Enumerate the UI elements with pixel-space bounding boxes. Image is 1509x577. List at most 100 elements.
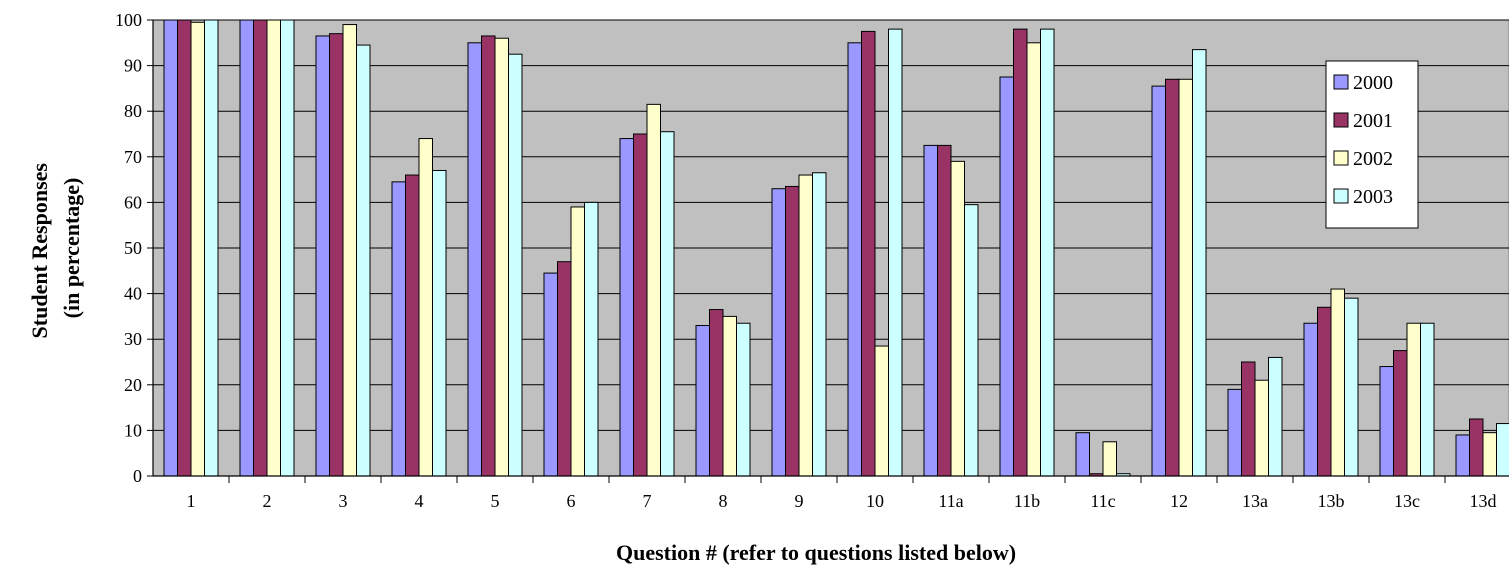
legend-swatch-2003 bbox=[1333, 188, 1349, 204]
bar-2002-13b bbox=[1330, 288, 1345, 477]
y-tick-label: 70 bbox=[124, 147, 142, 167]
x-tick-label: 2 bbox=[263, 491, 272, 511]
bar-2002-6 bbox=[570, 206, 585, 477]
x-tick-label: 4 bbox=[415, 491, 424, 511]
bar-2003-8 bbox=[736, 322, 751, 477]
bar-2002-7 bbox=[646, 103, 661, 477]
bar-2003-3 bbox=[356, 44, 371, 477]
bar-2002-3 bbox=[342, 24, 357, 477]
x-tick-label: 10 bbox=[866, 491, 884, 511]
bar-2001-13a bbox=[1241, 361, 1256, 477]
bar-2003-7 bbox=[660, 131, 675, 477]
bar-2000-6 bbox=[543, 272, 558, 477]
bar-2001-11b bbox=[1013, 28, 1028, 477]
bar-2000-12 bbox=[1151, 85, 1166, 477]
bar-2002-2 bbox=[266, 19, 281, 477]
bar-2002-8 bbox=[722, 315, 737, 477]
bar-2000-9 bbox=[771, 188, 786, 477]
legend-label-2000: 2000 bbox=[1353, 72, 1393, 94]
legend-swatch-2002 bbox=[1333, 150, 1349, 166]
bar-2001-6 bbox=[557, 261, 572, 477]
legend-label-2001: 2001 bbox=[1353, 110, 1393, 132]
bar-2000-13c bbox=[1379, 366, 1394, 477]
bar-2002-13d bbox=[1482, 432, 1497, 477]
bar-2000-10 bbox=[847, 42, 862, 477]
y-tick-label: 10 bbox=[124, 420, 142, 440]
bar-2000-7 bbox=[619, 138, 634, 477]
bar-2002-5 bbox=[494, 37, 509, 477]
bar-2000-13a bbox=[1227, 388, 1242, 477]
bar-2003-13b bbox=[1344, 297, 1359, 477]
bar-2002-12 bbox=[1178, 78, 1193, 477]
legend-label-2003: 2003 bbox=[1353, 186, 1393, 208]
bar-2003-13a bbox=[1268, 356, 1283, 477]
x-tick-label: 13a bbox=[1242, 491, 1268, 511]
bar-2001-7 bbox=[633, 133, 648, 477]
bar-2001-8 bbox=[709, 309, 724, 477]
x-tick-label: 1 bbox=[187, 491, 196, 511]
x-tick-label: 13b bbox=[1318, 491, 1345, 511]
bar-2002-11a bbox=[950, 160, 965, 477]
x-tick-label: 6 bbox=[567, 491, 576, 511]
bar-2001-5 bbox=[481, 35, 496, 477]
x-tick-label: 12 bbox=[1170, 491, 1188, 511]
legend-swatch-2001 bbox=[1333, 112, 1349, 128]
bar-2001-9 bbox=[785, 185, 800, 477]
gridlines bbox=[153, 19, 1509, 431]
bar-2001-12 bbox=[1165, 78, 1180, 477]
bar-2002-1 bbox=[190, 21, 205, 477]
bar-2003-11a bbox=[964, 204, 979, 477]
bar-2001-10 bbox=[861, 30, 876, 477]
bar-2000-3 bbox=[315, 35, 330, 477]
y-tick-label: 60 bbox=[124, 192, 142, 212]
y-tick-label: 80 bbox=[124, 101, 142, 121]
bar-2000-5 bbox=[467, 42, 482, 477]
bar-2003-13c bbox=[1420, 322, 1435, 477]
bar-2000-13d bbox=[1455, 434, 1470, 477]
x-tick-label: 11b bbox=[1014, 491, 1040, 511]
bar-2002-13a bbox=[1254, 379, 1269, 477]
bar-2001-13b bbox=[1317, 306, 1332, 477]
y-tick-labels: 0 10 20 30 40 50 60 70 80 90 100 bbox=[115, 10, 142, 486]
bar-2003-5 bbox=[508, 53, 523, 477]
y-axis-title: Student Responses (in percentage) bbox=[27, 158, 84, 339]
x-axis-title: Question # (refer to questions listed be… bbox=[616, 540, 1016, 565]
bar-2001-4 bbox=[405, 174, 420, 477]
legend: 2000 2001 2002 2003 bbox=[1325, 60, 1419, 229]
bar-2002-10 bbox=[874, 345, 889, 477]
bar-2001-3 bbox=[329, 33, 344, 477]
bar-2003-10 bbox=[888, 28, 903, 477]
bar-2003-11b bbox=[1040, 28, 1055, 477]
bar-2001-2 bbox=[253, 19, 268, 477]
x-tick-labels: 1 2 3 4 5 6 7 8 9 10 11a 11b 11c 12 13a 13b 13c 13d bbox=[187, 491, 1497, 511]
bar-2000-2 bbox=[239, 19, 254, 477]
y-tick-label: 0 bbox=[133, 466, 142, 486]
bar-2002-11c bbox=[1102, 441, 1117, 477]
x-tick-label: 13d bbox=[1470, 491, 1497, 511]
bar-2003-12 bbox=[1192, 49, 1207, 477]
bar-2000-11c bbox=[1075, 432, 1090, 477]
bar-2003-6 bbox=[584, 201, 599, 477]
x-tick-label: 3 bbox=[339, 491, 348, 511]
bar-2002-9 bbox=[798, 174, 813, 477]
bar-2001-13c bbox=[1393, 350, 1408, 477]
x-tick-label: 8 bbox=[719, 491, 728, 511]
y-tick-label: 20 bbox=[124, 375, 142, 395]
legend-swatch-2000 bbox=[1333, 74, 1349, 90]
y-axis-title-line1: Student Responses bbox=[27, 163, 52, 339]
bar-2000-11b bbox=[999, 76, 1014, 477]
bar-2000-1 bbox=[163, 19, 178, 477]
bar-2003-2 bbox=[280, 19, 295, 477]
bar-2000-4 bbox=[391, 181, 406, 477]
bar-2002-11b bbox=[1026, 42, 1041, 477]
legend-label-2002: 2002 bbox=[1353, 148, 1393, 170]
bar-2000-11a bbox=[923, 144, 938, 477]
axes bbox=[147, 19, 1509, 483]
bar-2000-13b bbox=[1303, 322, 1318, 477]
bar-2001-13d bbox=[1469, 418, 1484, 477]
bar-2000-8 bbox=[695, 325, 710, 477]
bar-2003-1 bbox=[204, 19, 219, 477]
bar-2001-11a bbox=[937, 144, 952, 477]
x-tick-label: 11a bbox=[938, 491, 963, 511]
bar-2002-4 bbox=[418, 138, 433, 477]
